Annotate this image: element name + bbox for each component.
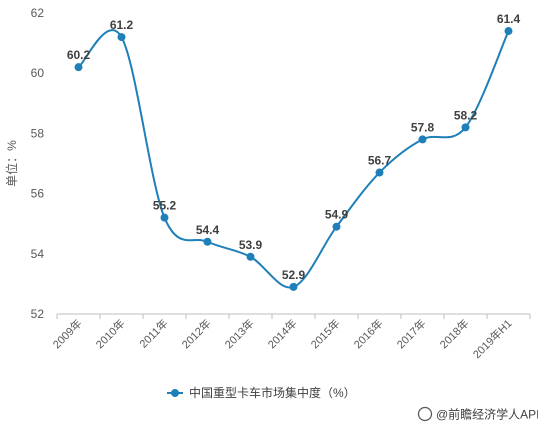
y-axis-ticks: 52 54 56 58 60 62 xyxy=(31,6,45,321)
legend[interactable]: 中国重型卡车市场集中度（%） xyxy=(167,385,356,400)
credit: @前瞻经济学人APP xyxy=(417,406,538,422)
data-point xyxy=(504,27,513,36)
series-line xyxy=(77,29,510,289)
data-point xyxy=(203,237,212,246)
legend-marker xyxy=(171,389,179,397)
x-tick-label: 2010年 xyxy=(93,316,128,351)
data-label: 55.2 xyxy=(153,199,177,213)
y-tick-label: 60 xyxy=(31,66,45,80)
data-label: 56.7 xyxy=(368,154,392,168)
y-tick-label: 56 xyxy=(31,187,45,201)
data-label: 54.9 xyxy=(325,208,349,222)
y-tick-label: 58 xyxy=(31,126,45,140)
x-tick-label: 2011年 xyxy=(136,316,170,350)
x-tick-label: 2018年 xyxy=(437,316,472,351)
data-label: 53.9 xyxy=(239,238,263,252)
x-tick-label: 2013年 xyxy=(222,316,257,351)
data-label: 54.4 xyxy=(196,223,220,237)
data-labels: 60.2 61.2 55.2 54.4 53.9 52.9 54.9 56.7 57.8 58.2… xyxy=(67,12,521,282)
y-tick-label: 52 xyxy=(31,307,45,321)
data-label: 58.2 xyxy=(454,108,478,122)
legend-label: 中国重型卡车市场集中度（%） xyxy=(189,385,356,400)
data-point xyxy=(289,282,298,291)
data-point xyxy=(418,135,427,144)
y-tick-label: 54 xyxy=(31,247,45,261)
credit-text: @前瞻经济学人APP xyxy=(436,407,538,422)
data-point xyxy=(461,123,470,132)
data-label: 57.8 xyxy=(411,120,435,134)
credit-icon xyxy=(417,406,433,422)
x-axis-ticks: 2009年 2010年 2011年 2012年 2013年 2014年 2015年 2016年… xyxy=(50,314,531,361)
data-point xyxy=(246,252,255,261)
data-label: 61.2 xyxy=(110,18,134,32)
data-label: 60.2 xyxy=(67,48,91,62)
x-tick-label: 2017年 xyxy=(394,316,429,351)
x-tick-label: 2016年 xyxy=(351,316,386,351)
data-point xyxy=(332,222,341,231)
x-tick-label: 2012年 xyxy=(179,316,214,351)
data-point xyxy=(74,63,83,72)
data-point xyxy=(375,168,384,177)
x-tick-label: 2019年H1 xyxy=(470,316,515,361)
y-tick-label: 62 xyxy=(31,6,45,20)
x-tick-label: 2015年 xyxy=(308,316,343,351)
data-point xyxy=(160,213,169,222)
data-point xyxy=(117,33,126,42)
y-axis-label: 单位：% xyxy=(4,140,19,187)
data-label: 61.4 xyxy=(497,12,521,26)
data-label: 52.9 xyxy=(282,268,306,282)
x-tick-label: 2009年 xyxy=(50,316,85,351)
series-points xyxy=(74,27,513,291)
x-tick-label: 2014年 xyxy=(265,316,300,351)
